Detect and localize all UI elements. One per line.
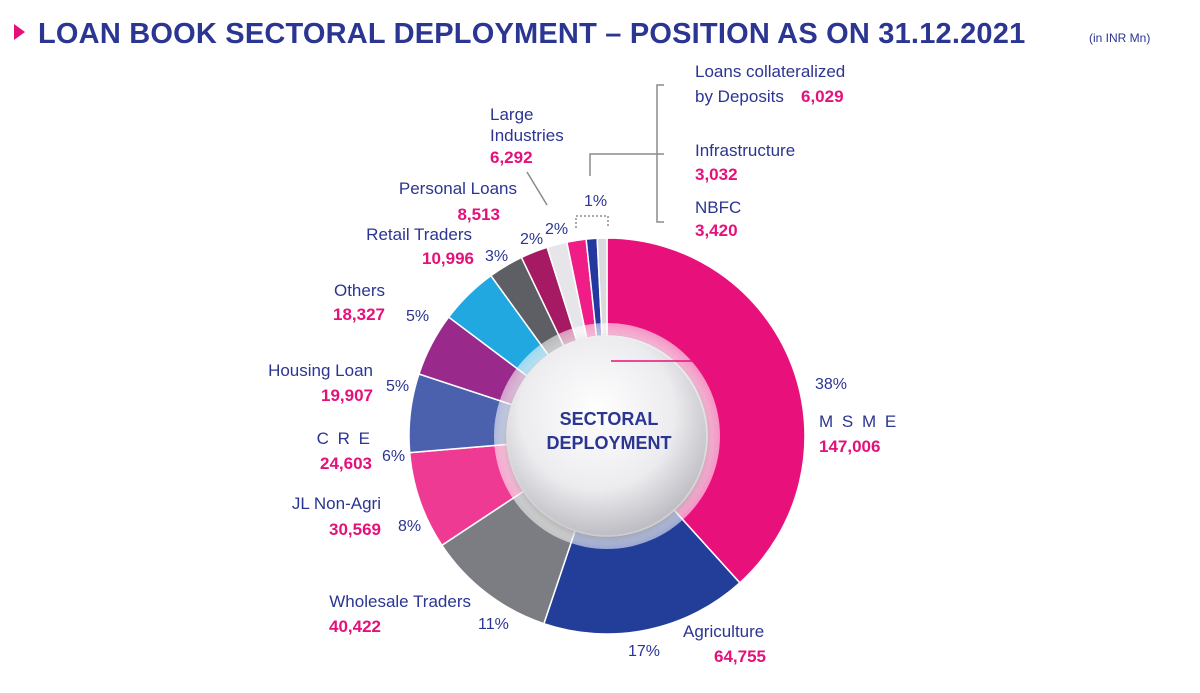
center-disc [508, 337, 706, 535]
page-title: LOAN BOOK SECTORAL DEPLOYMENT – POSITION… [38, 18, 1026, 50]
label-personal-percent: 2% [520, 231, 543, 248]
leader-line-small-slices [575, 215, 609, 228]
label-msme-percent: 38% [815, 376, 847, 393]
label-others-value: 18,327 [333, 305, 385, 324]
label-group-percent: 1% [584, 193, 607, 210]
label-large-industries-percent: 2% [545, 221, 568, 238]
label-msme-name: M S M E [819, 412, 898, 431]
label-housing-value: 19,907 [321, 386, 373, 405]
label-infrastructure-name: Infrastructure [695, 141, 795, 160]
label-cre-percent: 6% [382, 448, 405, 465]
label-loans-deposits-value: 6,029 [801, 87, 844, 106]
label-wholesale-percent: 11% [478, 616, 509, 633]
label-jl-non-agri-percent: 8% [398, 518, 421, 535]
label-large-industries-line1: Large [490, 105, 533, 124]
units-note: (in INR Mn) [1089, 31, 1151, 45]
label-msme-value: 147,006 [819, 437, 880, 456]
leader-line-large-industries [526, 171, 548, 206]
label-agriculture-value: 64,755 [714, 647, 766, 666]
center-label-line1: SECTORAL [560, 409, 659, 429]
center-label-line2: DEPLOYMENT [546, 433, 671, 453]
label-others-name: Others [334, 281, 385, 300]
leader-line-infrastructure [589, 153, 664, 176]
label-nbfc-name: NBFC [695, 198, 741, 217]
label-agriculture-name: Agriculture [683, 622, 764, 641]
label-large-industries-line2: Industries [490, 126, 564, 145]
label-retail-value: 10,996 [422, 249, 474, 268]
label-personal-value: 8,513 [457, 205, 500, 224]
label-cre-value: 24,603 [320, 454, 372, 473]
leader-lines [526, 84, 664, 228]
label-housing-percent: 5% [386, 378, 409, 395]
label-wholesale-name: Wholesale Traders [329, 592, 471, 611]
label-infrastructure-value: 3,032 [695, 165, 738, 184]
label-cre-name: C R E [317, 429, 372, 448]
label-housing-name: Housing Loan [268, 361, 373, 380]
label-wholesale-value: 40,422 [329, 617, 381, 636]
label-loans-deposits-line1: Loans collateralized [695, 62, 845, 81]
label-nbfc-value: 3,420 [695, 221, 738, 240]
label-retail-name: Retail Traders [366, 225, 472, 244]
label-jl-non-agri-value: 30,569 [329, 520, 381, 539]
title-arrow-icon [14, 24, 25, 40]
label-retail-percent: 3% [485, 248, 508, 265]
label-jl-non-agri-name: JL Non-Agri [292, 494, 381, 513]
label-others-percent: 5% [406, 308, 429, 325]
label-large-industries-value: 6,292 [490, 148, 533, 167]
label-loans-deposits-line2: by Deposits [695, 87, 784, 106]
label-personal-name: Personal Loans [399, 179, 517, 198]
label-agriculture-percent: 17% [628, 643, 660, 660]
